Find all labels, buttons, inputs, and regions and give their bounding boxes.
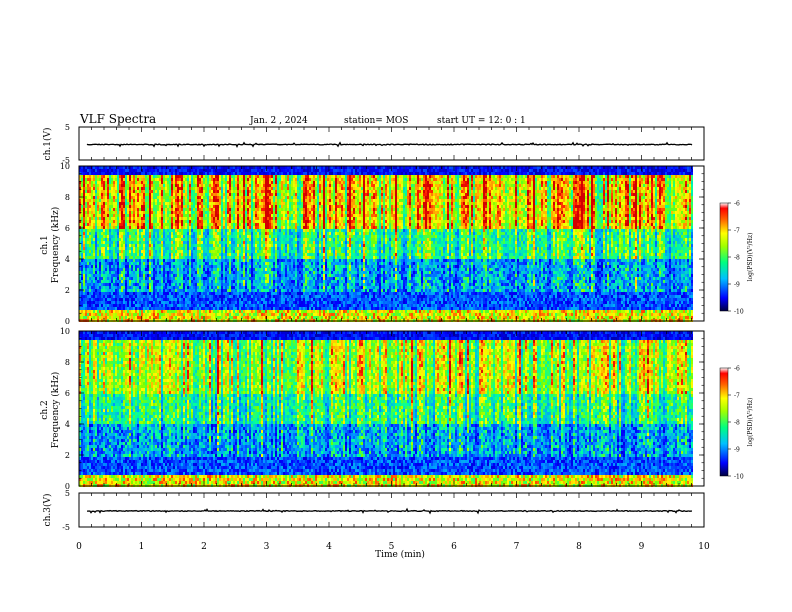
ch1-colorbar: log(PSD)(V²/Hz) -6 -7 -8 -9 -10 (720, 201, 754, 316)
date-label: Jan. 2 , 2024 (249, 116, 308, 126)
colorbar-tick-label: -7 (734, 393, 740, 400)
colorbar-tick-label: -10 (734, 474, 744, 481)
x-tick-label: 10 (698, 542, 710, 552)
x-tick-label: 1 (139, 542, 145, 552)
waveform-trace (87, 143, 692, 147)
y-tick-label: 6 (65, 389, 70, 398)
ch2-colorbar-label: log(PSD)(V²/Hz) (747, 398, 754, 447)
x-tick-label: 6 (451, 542, 457, 552)
spectrogram-image (79, 166, 704, 322)
y-tick-label: 4 (65, 420, 70, 429)
x-tick-label: 9 (639, 542, 645, 552)
x-tick-label: 3 (264, 542, 270, 552)
colorbar-tick-label: -10 (734, 309, 744, 316)
station-label: station= MOS (344, 116, 408, 126)
colorbar-tick-label: -8 (734, 255, 740, 262)
colorbar-tick-label: -7 (734, 228, 740, 235)
waveform-trace (87, 509, 692, 513)
ch3-voltage-axis-label: ch.3(V) (42, 494, 53, 527)
colorbar-tick-label: -6 (734, 366, 740, 373)
ch1-voltage-axis-label: ch.1(V) (42, 128, 53, 161)
y-tick-label: 8 (65, 358, 70, 367)
x-tick-label: 2 (201, 542, 207, 552)
colorbar-tick-label: -9 (734, 447, 740, 454)
x-tick-label: 8 (576, 542, 582, 552)
y-tick-label: 10 (60, 327, 70, 336)
ch1-waveform-panel: 5-5 (62, 123, 704, 165)
ch3-waveform-panel: 5 -5 (62, 489, 704, 532)
y-tick-label: 4 (65, 255, 70, 264)
ch1-colorbar-label: log(PSD)(V²/Hz) (747, 233, 754, 282)
time-axis-label: Time (min) (375, 549, 425, 560)
x-tick-label: 4 (326, 542, 332, 552)
ch2-spec-axis-label-top: ch.2 (40, 400, 50, 419)
spectrogram-image (79, 331, 704, 487)
vlf-spectra-figure: VLF Spectra Jan. 2 , 2024 station= MOS s… (0, 0, 792, 612)
y-tick-label: 6 (65, 224, 70, 233)
ch1-spec-axis-label-top: ch.1 (40, 235, 50, 254)
colorbar-tick-label: -6 (734, 201, 740, 208)
ch2-frequency-axis-label: Frequency (kHz) (50, 372, 61, 449)
y-tick-label: -5 (62, 523, 70, 532)
y-tick-label: 5 (65, 123, 70, 132)
figure-title: VLF Spectra (79, 112, 156, 126)
start-time-label: start UT = 12: 0 : 1 (437, 116, 526, 126)
y-tick-label: 10 (60, 162, 70, 171)
x-tick-label: 0 (76, 542, 82, 552)
y-tick-label: 5 (65, 489, 70, 498)
ch1-spectrogram-panel: 0 2 4 6 8 10 (60, 162, 704, 326)
colorbar-tick-label: -8 (734, 420, 740, 427)
y-tick-label: 2 (65, 451, 70, 460)
y-tick-label: 8 (65, 193, 70, 202)
ch1-frequency-axis-label: Frequency (kHz) (50, 207, 61, 284)
x-tick-label: 7 (514, 542, 520, 552)
y-tick-label: 2 (65, 286, 70, 295)
y-tick-label: 0 (65, 317, 70, 326)
ch2-colorbar: log(PSD)(V²/Hz) -6 -7 -8 -9 -10 (720, 366, 754, 481)
colorbar-tick-label: -9 (734, 282, 740, 289)
